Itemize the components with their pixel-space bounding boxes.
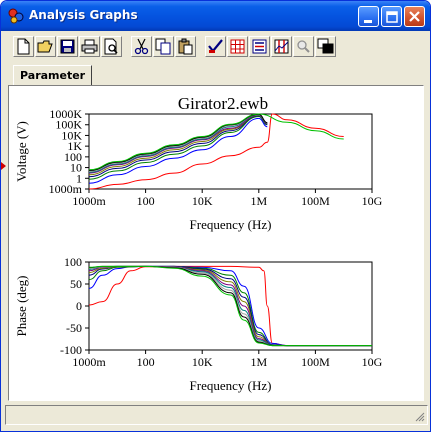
app-icon[interactable] xyxy=(7,7,25,25)
scissors-icon xyxy=(134,38,149,55)
x-tick-label: 100M xyxy=(301,355,330,369)
toggle-legend-button[interactable] xyxy=(249,36,270,57)
restore-icon xyxy=(317,38,334,54)
save-button[interactable] xyxy=(57,36,78,57)
series-line-1-1 xyxy=(88,265,372,347)
printer-icon xyxy=(81,39,98,54)
x-tick-label: 1000m xyxy=(72,194,106,208)
minimize-button[interactable] xyxy=(358,6,379,27)
x-tick-label: 10K xyxy=(192,355,213,369)
title-bar[interactable]: Analysis Graphs xyxy=(1,1,430,31)
x-tick-label: 100 xyxy=(137,194,155,208)
y-tick-label: 0 xyxy=(76,299,82,313)
series-line-1-9 xyxy=(88,265,372,347)
copy-icon xyxy=(155,38,171,55)
y-tick-label: 100 xyxy=(64,150,82,164)
series-line-0-9 xyxy=(88,113,344,171)
open-folder-icon xyxy=(37,40,53,53)
cursors-icon xyxy=(274,39,289,54)
status-bar xyxy=(5,405,428,425)
toggle-grid-button[interactable] xyxy=(227,36,248,57)
x-tick-label: 1M xyxy=(250,355,267,369)
zoom-button[interactable] xyxy=(293,36,314,57)
y-tick-label: 1000m xyxy=(49,182,83,196)
properties-icon xyxy=(208,39,223,53)
copy-button[interactable] xyxy=(153,36,174,57)
plot-frame xyxy=(88,261,373,351)
print-preview-button[interactable] xyxy=(101,36,122,57)
save-disk-icon xyxy=(60,39,75,54)
tab-parameter[interactable]: Parameter xyxy=(13,65,93,86)
y-tick-label: 50 xyxy=(70,277,82,291)
new-button[interactable] xyxy=(13,36,34,57)
x-tick-label: 1M xyxy=(250,194,267,208)
maximize-button[interactable] xyxy=(381,6,402,27)
x-axis-label: Frequency (Hz) xyxy=(190,217,272,232)
x-tick-label: 10K xyxy=(192,194,213,208)
close-button[interactable] xyxy=(404,6,425,27)
y-tick-label: 1000K xyxy=(49,107,82,121)
selected-graph-marker xyxy=(1,162,6,170)
y-tick-label: 100K xyxy=(55,118,82,132)
open-button[interactable] xyxy=(35,36,56,57)
graph-title: Girator2.ewb xyxy=(178,94,268,113)
toolbar xyxy=(5,34,428,60)
y-axis-label: Voltage (V) xyxy=(14,121,29,182)
paste-button[interactable] xyxy=(175,36,196,57)
x-axis-label: Frequency (Hz) xyxy=(190,378,272,393)
minimize-icon xyxy=(364,20,372,23)
paste-icon xyxy=(178,38,193,55)
y-tick-label: 100 xyxy=(64,255,82,269)
cut-button[interactable] xyxy=(131,36,152,57)
grid-icon xyxy=(230,39,245,54)
x-tick-label: 100M xyxy=(301,194,330,208)
series-line-0-2 xyxy=(88,115,268,180)
y-axis-label: Phase (deg) xyxy=(14,275,29,336)
y-tick-label: 10K xyxy=(61,128,82,142)
y-tick-label: 1K xyxy=(67,139,82,153)
resize-grip-icon[interactable] xyxy=(413,410,425,422)
y-tick-label: -50 xyxy=(66,321,82,335)
series-line-0-0 xyxy=(88,113,344,190)
toggle-cursors-button[interactable] xyxy=(271,36,292,57)
graph-panel[interactable]: Girator2.ewb 1000m 100 10K 1M 100M 10G 1000K 100… xyxy=(8,85,424,401)
legend-icon xyxy=(252,39,267,54)
close-icon xyxy=(409,11,420,22)
restore-graph-button[interactable] xyxy=(315,36,336,57)
print-preview-icon xyxy=(104,38,118,55)
y-tick-label: 10 xyxy=(70,161,82,175)
series-line-0-3 xyxy=(88,115,268,178)
y-tick-label: -100 xyxy=(60,343,82,357)
new-document-icon xyxy=(17,38,30,55)
series-line-0-1 xyxy=(88,117,268,184)
properties-button[interactable] xyxy=(205,36,226,57)
maximize-icon xyxy=(386,11,398,23)
window-title: Analysis Graphs xyxy=(29,8,138,22)
x-tick-label: 10G xyxy=(362,355,383,369)
tab-strip: Parameter xyxy=(5,63,428,86)
zoom-icon xyxy=(297,40,310,53)
print-button[interactable] xyxy=(79,36,100,57)
x-tick-label: 1000m xyxy=(72,355,106,369)
x-tick-label: 100 xyxy=(137,355,155,369)
x-tick-label: 10G xyxy=(362,194,383,208)
y-tick-label: 1 xyxy=(76,171,82,185)
